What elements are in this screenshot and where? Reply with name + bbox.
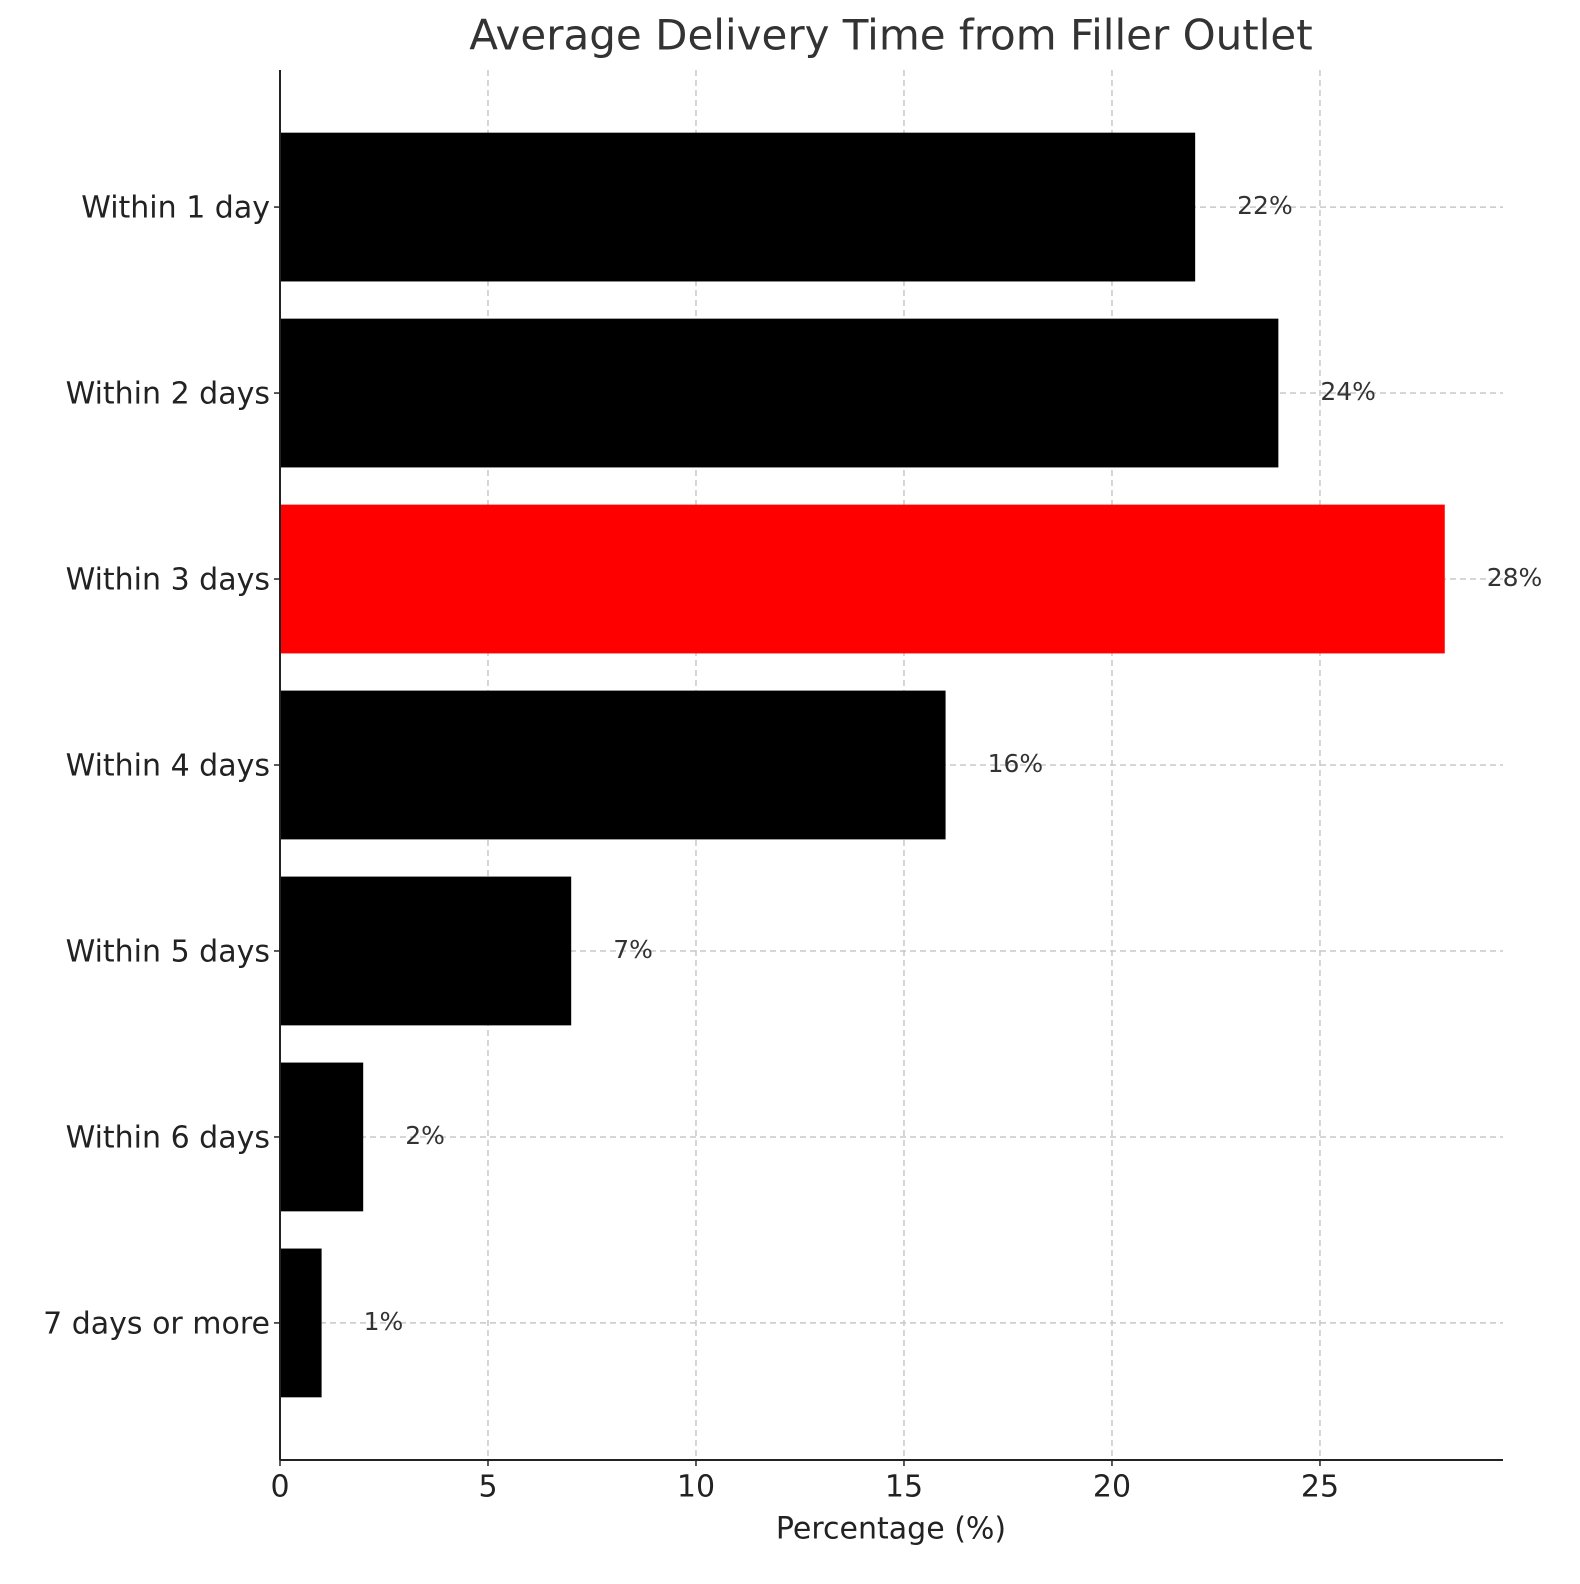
value-label: 16% — [988, 749, 1044, 778]
x-axis-label: Percentage (%) — [776, 1512, 1006, 1547]
bar — [280, 1248, 322, 1398]
bar — [280, 504, 1445, 654]
y-tick-label: Within 6 days — [66, 1120, 270, 1155]
x-tick-label: 20 — [1093, 1470, 1131, 1505]
value-label: 2% — [405, 1121, 445, 1150]
y-tick-label: Within 3 days — [66, 563, 270, 598]
bar — [280, 318, 1279, 468]
x-tick-label: 15 — [885, 1470, 923, 1505]
bar — [280, 690, 946, 840]
x-tick-label: 25 — [1301, 1470, 1339, 1505]
y-tick-label: Within 4 days — [66, 749, 270, 784]
y-tick-label: Within 2 days — [66, 377, 270, 412]
value-label: 28% — [1487, 563, 1543, 592]
x-tick-label: 5 — [478, 1470, 497, 1505]
value-label: 22% — [1237, 191, 1293, 220]
chart-title: Average Delivery Time from Filler Outlet — [469, 11, 1312, 60]
value-label: 7% — [613, 935, 653, 964]
y-tick-label: Within 5 days — [66, 934, 270, 969]
x-tick-label: 10 — [677, 1470, 715, 1505]
x-tick-label: 0 — [270, 1470, 289, 1505]
y-tick-label: 7 days or more — [43, 1306, 270, 1341]
bar — [280, 1062, 364, 1212]
y-tick-label: Within 1 day — [81, 191, 270, 226]
value-label: 1% — [364, 1307, 404, 1336]
value-label: 24% — [1320, 377, 1376, 406]
bar — [280, 132, 1196, 282]
bar — [280, 876, 572, 1026]
